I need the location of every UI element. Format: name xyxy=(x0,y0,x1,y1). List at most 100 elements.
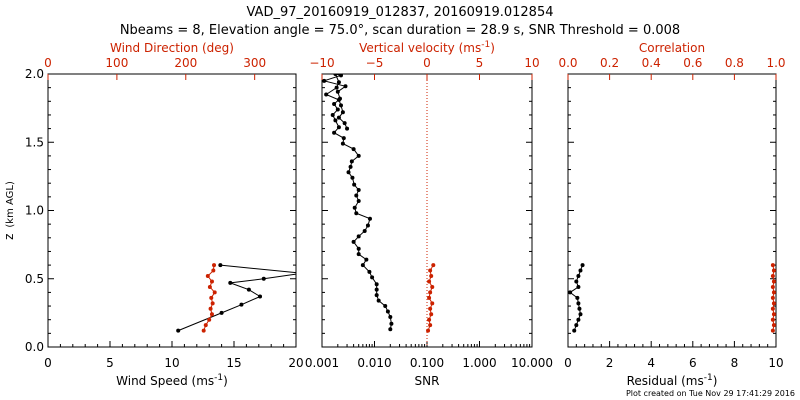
data-point xyxy=(332,102,337,107)
data-point xyxy=(338,103,343,108)
x-tick-label: 6 xyxy=(689,356,697,370)
x-tick-label: 4 xyxy=(647,356,655,370)
data-point xyxy=(360,263,365,268)
data-point xyxy=(349,159,354,164)
data-point xyxy=(354,211,359,216)
x-tick-label: 0 xyxy=(44,356,52,370)
x-tick-label: 20 xyxy=(288,356,303,370)
data-point xyxy=(374,293,379,298)
data-point xyxy=(207,284,212,289)
data-point xyxy=(208,306,213,311)
x-tick-label: 1.000 xyxy=(462,356,496,370)
data-point xyxy=(383,304,388,309)
data-point xyxy=(356,198,361,203)
data-point xyxy=(334,85,339,90)
data-point xyxy=(578,312,583,317)
data-point xyxy=(376,298,381,303)
data-point xyxy=(771,268,776,273)
data-point xyxy=(771,301,776,306)
data-point xyxy=(574,279,579,284)
x-tick-label: 15 xyxy=(226,356,241,370)
x-axis-label-suffix: ) xyxy=(223,374,228,388)
data-point xyxy=(572,328,577,333)
data-point xyxy=(336,97,341,102)
data-point xyxy=(203,323,208,328)
data-point xyxy=(228,280,233,285)
data-point xyxy=(428,306,433,311)
x-axis-label-suffix: ) xyxy=(713,374,718,388)
data-point xyxy=(351,147,356,152)
data-point xyxy=(427,295,432,300)
y-tick-label: 0.5 xyxy=(25,272,44,286)
data-point xyxy=(356,246,361,251)
x-axis-label-part: Residual (ms xyxy=(627,374,704,388)
data-point xyxy=(385,309,390,314)
top-axis-label: Correlation xyxy=(639,41,705,55)
data-point xyxy=(239,302,244,307)
data-point xyxy=(429,274,434,279)
data-point xyxy=(771,290,776,295)
data-point xyxy=(770,306,775,311)
data-point xyxy=(219,310,224,315)
y-tick-label: 2.0 xyxy=(25,67,44,81)
top-tick-label: 10 xyxy=(524,56,539,70)
x-tick-label: 5 xyxy=(106,356,114,370)
top-tick-label: 0.2 xyxy=(600,56,619,70)
y-tick-label: 1.0 xyxy=(25,204,44,218)
top-tick-label: −10 xyxy=(309,56,334,70)
data-point xyxy=(342,121,347,126)
data-point xyxy=(212,290,217,295)
data-point xyxy=(350,175,355,180)
y-axis-label-symbol: z xyxy=(2,234,16,240)
data-point xyxy=(771,312,776,317)
data-point xyxy=(205,274,210,279)
data-point xyxy=(341,136,346,141)
data-point xyxy=(322,78,327,83)
data-point xyxy=(209,295,214,300)
data-point xyxy=(575,295,580,300)
x-axis-label-part: Wind Speed (ms xyxy=(116,374,214,388)
data-point xyxy=(576,284,581,289)
top-tick-label: 200 xyxy=(174,56,197,70)
series-0 xyxy=(568,263,585,333)
data-point xyxy=(576,274,581,279)
top-tick-label: 0.8 xyxy=(725,56,744,70)
x-axis-label: Residual (ms-1) xyxy=(627,373,718,388)
x-tick-label: 8 xyxy=(731,356,739,370)
data-point xyxy=(364,257,369,262)
data-point xyxy=(348,164,353,169)
data-point xyxy=(356,188,361,193)
x-tick-label: 0.100 xyxy=(410,356,444,370)
x-axis-label-exponent: -1 xyxy=(214,373,223,383)
data-point xyxy=(770,284,775,289)
data-point xyxy=(354,193,359,198)
data-point xyxy=(428,268,433,273)
data-point xyxy=(428,290,433,295)
top-tick-label: 0 xyxy=(44,56,52,70)
data-point xyxy=(427,279,432,284)
data-point xyxy=(211,268,216,273)
panel-frame xyxy=(321,73,533,348)
data-point xyxy=(333,118,338,123)
data-point xyxy=(429,312,434,317)
data-point xyxy=(770,263,775,268)
panel-frame xyxy=(567,73,777,348)
data-point xyxy=(336,125,341,130)
data-point xyxy=(356,153,361,158)
data-point xyxy=(388,314,393,319)
x-tick-label: 0.010 xyxy=(357,356,391,370)
data-point xyxy=(343,84,348,89)
series-line xyxy=(178,264,296,332)
top-axis-label-exponent: -1 xyxy=(481,40,490,50)
data-point xyxy=(340,141,345,146)
data-point xyxy=(336,115,341,120)
top-tick-label: 5 xyxy=(476,56,484,70)
top-tick-label: 0.6 xyxy=(683,56,702,70)
y-tick-label: 0.0 xyxy=(25,340,44,354)
data-point xyxy=(212,263,217,268)
x-tick-label: 10 xyxy=(768,356,783,370)
y-axis-label: z (km AGL) xyxy=(2,181,16,240)
figure-title: VAD_97_20160919_012837, 20160919.012854 xyxy=(247,5,554,20)
panel-frame xyxy=(47,73,297,348)
x-tick-label: 0 xyxy=(564,356,572,370)
